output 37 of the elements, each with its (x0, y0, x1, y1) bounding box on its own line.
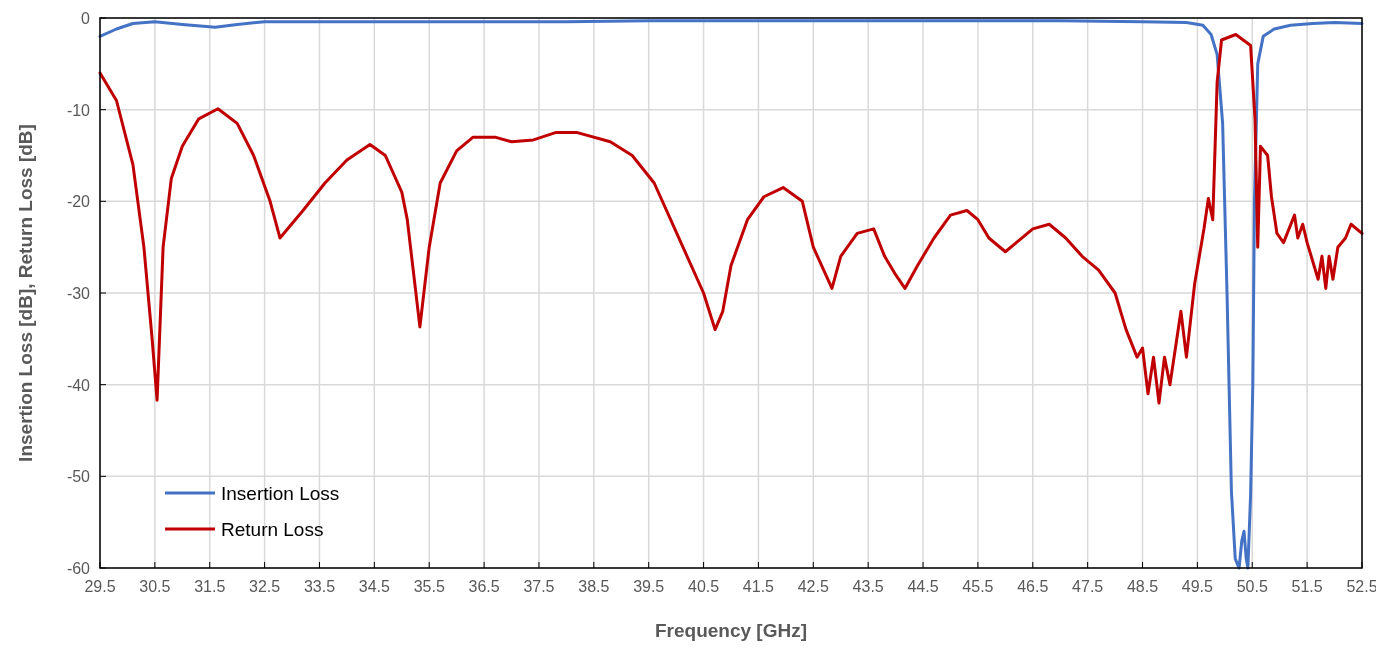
y-axis-title: Insertion Loss [dB], Return Loss [dB] (15, 124, 36, 462)
x-tick-label: 43.5 (852, 578, 884, 595)
y-tick-label: -40 (66, 376, 91, 394)
y-tick-label: -30 (66, 285, 91, 302)
y-tick-label: -10 (66, 101, 91, 119)
x-tick-label: 48.5 (1126, 578, 1159, 595)
x-tick-label: 45.5 (962, 578, 994, 595)
x-tick-label: 52.5 (1346, 578, 1378, 595)
x-tick-label: 41.5 (742, 578, 775, 595)
y-tick-label: -50 (66, 468, 91, 486)
x-tick-label: 36.5 (468, 578, 500, 595)
x-tick-label: 32.5 (249, 578, 281, 595)
x-tick-label: 34.5 (358, 578, 391, 595)
x-tick-label: 31.5 (194, 578, 226, 595)
x-tick-label: 33.5 (303, 578, 336, 595)
x-tick-label: 42.5 (797, 578, 829, 595)
x-tick-label: 39.5 (633, 578, 665, 595)
y-tick-label: -60 (66, 560, 91, 577)
x-tick-label: 44.5 (907, 578, 939, 595)
x-tick-label: 50.5 (1236, 578, 1268, 595)
line-series (98, 33, 1364, 405)
y-tick-label: 0 (81, 10, 91, 27)
x-tick-label: 51.5 (1291, 578, 1323, 595)
legend-label: Return Loss (221, 519, 324, 540)
line-series (98, 19, 1364, 570)
legend-label: Insertion Loss (221, 483, 340, 504)
x-tick-label: 40.5 (687, 578, 720, 595)
x-tick-label: 46.5 (1017, 578, 1049, 595)
x-tick-label: 49.5 (1181, 578, 1214, 595)
x-tick-label: 47.5 (1072, 578, 1104, 595)
x-axis-title: Frequency [GHz] (654, 620, 808, 641)
x-tick-label: 38.5 (578, 578, 610, 595)
x-tick-label: 37.5 (523, 578, 555, 595)
x-tick-label: 30.5 (139, 578, 171, 595)
x-tick-label: 29.5 (84, 578, 116, 595)
y-tick-label: -20 (66, 193, 91, 211)
x-tick-label: 35.5 (413, 578, 445, 595)
